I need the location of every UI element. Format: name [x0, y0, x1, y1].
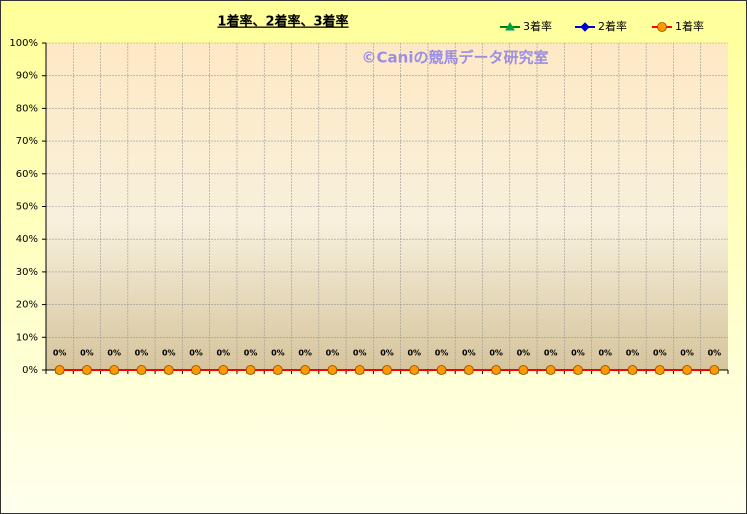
- data-label: 0%: [326, 349, 340, 358]
- data-label: 0%: [626, 349, 640, 358]
- y-tick-label: 0%: [22, 365, 38, 376]
- data-point: [272, 365, 283, 375]
- data-point: [163, 365, 174, 375]
- data-label: 0%: [189, 349, 203, 358]
- data-point: [545, 365, 556, 375]
- data-label: 0%: [435, 349, 449, 358]
- data-label: 0%: [162, 349, 176, 358]
- data-label: 0%: [271, 349, 285, 358]
- data-label: 0%: [353, 349, 367, 358]
- data-point: [436, 365, 447, 375]
- data-label: 0%: [53, 349, 67, 358]
- legend-label: 1着率: [675, 19, 704, 33]
- data-point: [54, 365, 65, 375]
- data-point: [518, 365, 529, 375]
- y-tick-label: 80%: [16, 103, 38, 114]
- data-point: [600, 365, 611, 375]
- data-point: [327, 365, 338, 375]
- y-tick-label: 40%: [16, 234, 38, 245]
- data-label: 0%: [571, 349, 585, 358]
- data-label: 0%: [544, 349, 558, 358]
- data-point: [627, 365, 638, 375]
- legend-marker: [657, 22, 667, 32]
- data-label: 0%: [489, 349, 503, 358]
- chart-title: 1着率、2着率、3着率: [217, 14, 348, 30]
- watermark: ©Caniの競馬データ研究室: [362, 49, 549, 67]
- data-label: 0%: [407, 349, 421, 358]
- data-label: 0%: [653, 349, 667, 358]
- data-point: [709, 365, 720, 375]
- data-point: [109, 365, 120, 375]
- y-tick-label: 50%: [16, 202, 38, 213]
- legend-marker: [505, 21, 515, 31]
- data-label: 0%: [380, 349, 394, 358]
- data-point: [573, 365, 583, 375]
- data-point: [245, 365, 256, 375]
- data-label: 0%: [680, 349, 694, 358]
- data-point: [82, 365, 92, 375]
- data-label: 0%: [80, 349, 94, 358]
- y-tick-label: 20%: [16, 300, 38, 311]
- data-point: [409, 365, 420, 375]
- y-tick-label: 90%: [16, 71, 38, 82]
- data-point: [300, 365, 311, 375]
- data-point: [218, 365, 229, 375]
- data-point: [354, 365, 365, 375]
- data-label: 0%: [217, 349, 231, 358]
- data-label: 0%: [517, 349, 531, 358]
- data-point: [682, 365, 692, 375]
- data-point: [382, 365, 392, 375]
- legend-label: 2着率: [598, 19, 627, 33]
- y-tick-label: 10%: [16, 332, 38, 343]
- data-label: 0%: [598, 349, 612, 358]
- y-tick-label: 70%: [16, 136, 38, 147]
- y-tick-label: 60%: [16, 169, 38, 180]
- y-tick-label: 100%: [9, 38, 38, 49]
- data-label: 0%: [244, 349, 258, 358]
- data-label: 0%: [135, 349, 149, 358]
- y-tick-label: 30%: [16, 267, 38, 278]
- data-label: 0%: [107, 349, 121, 358]
- data-point: [463, 365, 474, 375]
- data-point: [491, 365, 502, 375]
- data-point: [191, 365, 201, 375]
- data-point: [136, 365, 147, 375]
- data-label: 0%: [298, 349, 312, 358]
- legend-label: 3着率: [523, 19, 552, 33]
- legend-marker: [580, 22, 590, 32]
- data-label: 0%: [462, 349, 476, 358]
- data-point: [654, 365, 665, 375]
- data-label: 0%: [708, 349, 722, 358]
